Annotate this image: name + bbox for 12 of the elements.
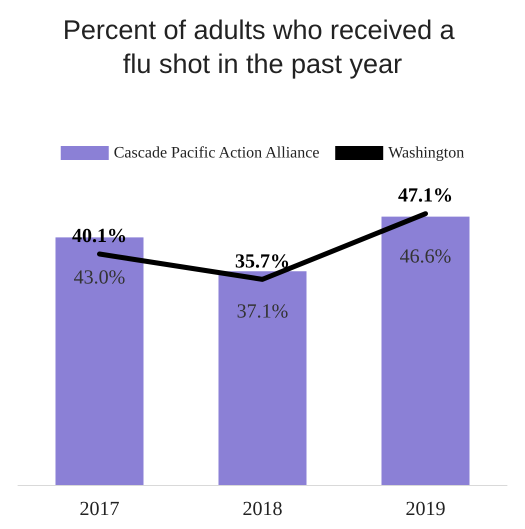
data-label: 40.1%	[72, 225, 127, 248]
data-label: 46.6%	[400, 246, 452, 268]
x-tick-label: 2019	[406, 498, 446, 520]
data-label: 35.7%	[235, 250, 290, 272]
legend-label: Washington	[388, 144, 464, 162]
data-label: 43.0%	[74, 266, 126, 288]
chart-title: Percent of adults who received a flu shot in the past year	[62, 15, 462, 79]
legend-label: Cascade Pacific Action Alliance	[114, 144, 320, 162]
data-label: 37.1%	[236, 300, 288, 322]
x-tick-label: 2017	[80, 498, 120, 520]
data-label: 47.1%	[398, 184, 453, 207]
x-tick-label: 2018	[242, 498, 282, 520]
